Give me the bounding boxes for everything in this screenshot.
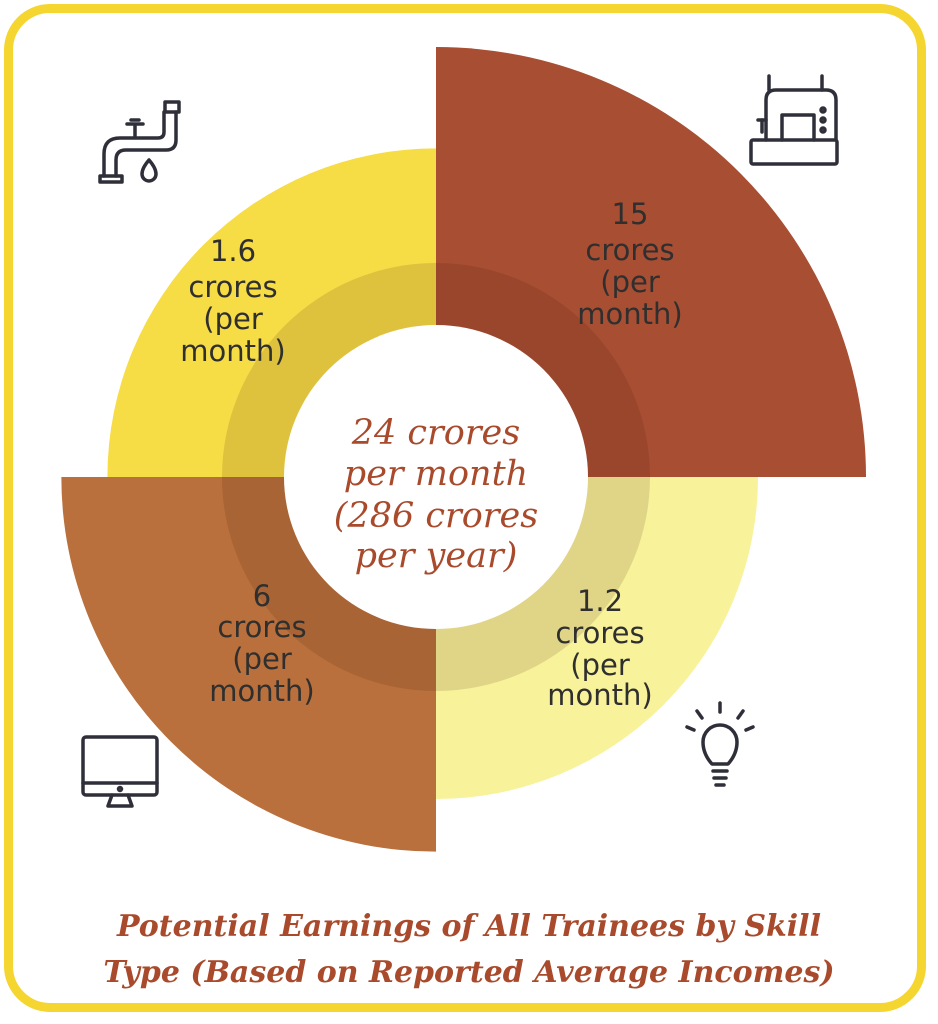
center-line-3: (286 crores <box>334 496 538 536</box>
segment-unit: month) <box>577 297 682 331</box>
light-bulb-icon <box>685 701 755 787</box>
center-disc <box>284 325 588 629</box>
segment-value: 1.2 <box>577 584 623 618</box>
segment-unit: (per <box>203 302 263 336</box>
chart-title: Potential Earnings of All Trainees by Sk… <box>0 904 938 996</box>
chart-title-line-1: Potential Earnings of All Trainees by Sk… <box>117 909 821 944</box>
segment-unit: (per <box>570 648 630 682</box>
segment-unit: month) <box>547 678 652 712</box>
segment-value: 1.6 <box>210 234 256 268</box>
segment-unit: crores <box>555 616 644 650</box>
center-line-2: per month <box>344 454 528 494</box>
segment-unit: (per <box>600 265 660 299</box>
center-line-1: 24 crores <box>351 413 520 453</box>
segment-unit: (per <box>232 642 292 676</box>
data-label-computer: 6 crores (per month) <box>209 579 314 708</box>
center-line-4: per year) <box>355 536 518 576</box>
segment-unit: crores <box>585 233 674 267</box>
segment-unit: month) <box>180 334 285 368</box>
sector-tailoring <box>436 47 866 477</box>
segment-unit: crores <box>217 610 306 644</box>
data-label-electrician: 1.2 crores (per month) <box>547 584 652 712</box>
segment-value: 15 <box>612 197 649 231</box>
segment-unit: crores <box>188 270 277 304</box>
data-label-tailoring: 15 crores (per month) <box>577 197 682 331</box>
chart-title-line-2: Type (Based on Reported Average Incomes) <box>103 955 835 990</box>
segment-unit: month) <box>209 674 314 708</box>
segment-value: 6 <box>253 579 271 613</box>
sewing-machine-icon <box>749 74 839 166</box>
center-label: 24 crores per month (286 crores per year… <box>334 413 538 576</box>
computer-monitor-icon <box>81 735 159 808</box>
data-label-plumbing: 1.6 crores (per month) <box>180 234 285 368</box>
water-tap-icon <box>98 100 181 184</box>
